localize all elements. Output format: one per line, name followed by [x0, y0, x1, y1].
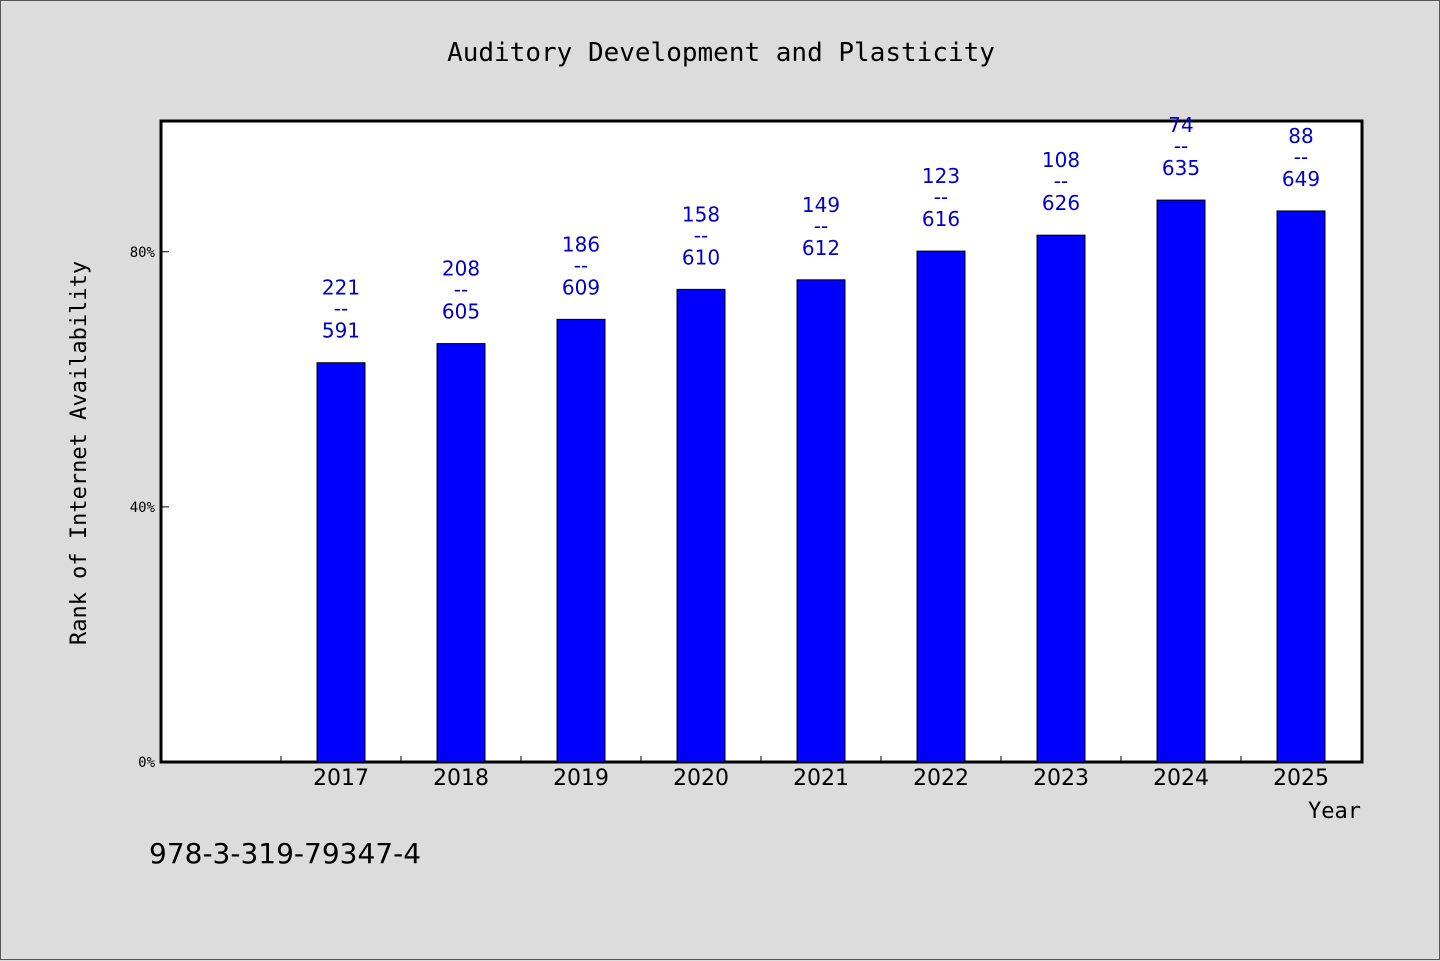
- y-tick-label: 0%: [138, 755, 155, 771]
- bar-label-bottom: 612: [802, 236, 840, 260]
- bar-label-sep: --: [1174, 134, 1188, 158]
- bar-label-top: 108: [1042, 148, 1080, 172]
- x-tick-label: 2021: [793, 766, 849, 791]
- x-tick-label: 2023: [1033, 766, 1089, 791]
- bars-group: [316, 199, 1326, 763]
- footer-isbn: 978-3-319-79347-4: [149, 837, 421, 870]
- x-tick-label: 2018: [433, 766, 489, 791]
- y-tick-label: 40%: [130, 500, 156, 516]
- bar-label-top: 186: [562, 232, 600, 256]
- bar-label-top: 149: [802, 193, 840, 217]
- y-axis-title: Rank of Internet Availability: [67, 261, 92, 645]
- bar-2018: [436, 343, 486, 763]
- y-axis: 0% 40% 80%: [130, 245, 169, 771]
- chart-title: Auditory Development and Plasticity: [447, 38, 995, 68]
- bar-label-sep: --: [334, 297, 348, 321]
- bar-label-top: 74: [1168, 113, 1193, 137]
- bar-labels-group: 221--591208--605186--609158--610149--612…: [322, 113, 1320, 343]
- bar-label-bottom: 609: [562, 275, 600, 299]
- bar-label-top: 208: [442, 257, 480, 281]
- bar-2017: [316, 362, 366, 763]
- bar-label-sep: --: [454, 278, 468, 302]
- bar-label-bottom: 635: [1162, 156, 1200, 180]
- bar-label-bottom: 649: [1282, 167, 1320, 191]
- bar-2025: [1276, 210, 1326, 763]
- bar-2023: [1036, 234, 1086, 763]
- bar-label-sep: --: [1294, 145, 1308, 169]
- x-tick-label: 2019: [553, 766, 609, 791]
- bar-label-sep: --: [574, 253, 588, 277]
- x-tick-label: 2024: [1153, 766, 1209, 791]
- bar-label-top: 123: [922, 164, 960, 188]
- bar-label-bottom: 591: [322, 319, 360, 343]
- bar-2019: [556, 318, 606, 763]
- x-tick-label: 2017: [313, 766, 369, 791]
- x-tick-label: 2022: [913, 766, 969, 791]
- bar-label-top: 88: [1288, 124, 1313, 148]
- bar-label-bottom: 626: [1042, 191, 1080, 215]
- bar-2024: [1156, 199, 1206, 763]
- bar-label-bottom: 605: [442, 300, 480, 324]
- bar-label-top: 158: [682, 202, 720, 226]
- bar-2022: [916, 250, 966, 763]
- bar-2021: [796, 279, 846, 763]
- x-tick-label: 2025: [1273, 766, 1329, 791]
- x-axis-title: Year: [1308, 799, 1361, 824]
- x-axis: 2017 2018 2019 2020 2021 2022 2023 2024 2025: [280, 756, 1362, 791]
- bar-label-sep: --: [694, 223, 708, 247]
- bar-label-sep: --: [814, 214, 828, 238]
- bar-2020: [676, 288, 726, 763]
- x-tick-label: 2020: [673, 766, 729, 791]
- bar-label-sep: --: [1054, 169, 1068, 193]
- bar-label-bottom: 616: [922, 207, 960, 231]
- bar-label-bottom: 610: [682, 245, 720, 269]
- bar-label-top: 221: [322, 276, 360, 300]
- y-tick-label: 80%: [130, 245, 156, 261]
- bar-label-sep: --: [934, 185, 948, 209]
